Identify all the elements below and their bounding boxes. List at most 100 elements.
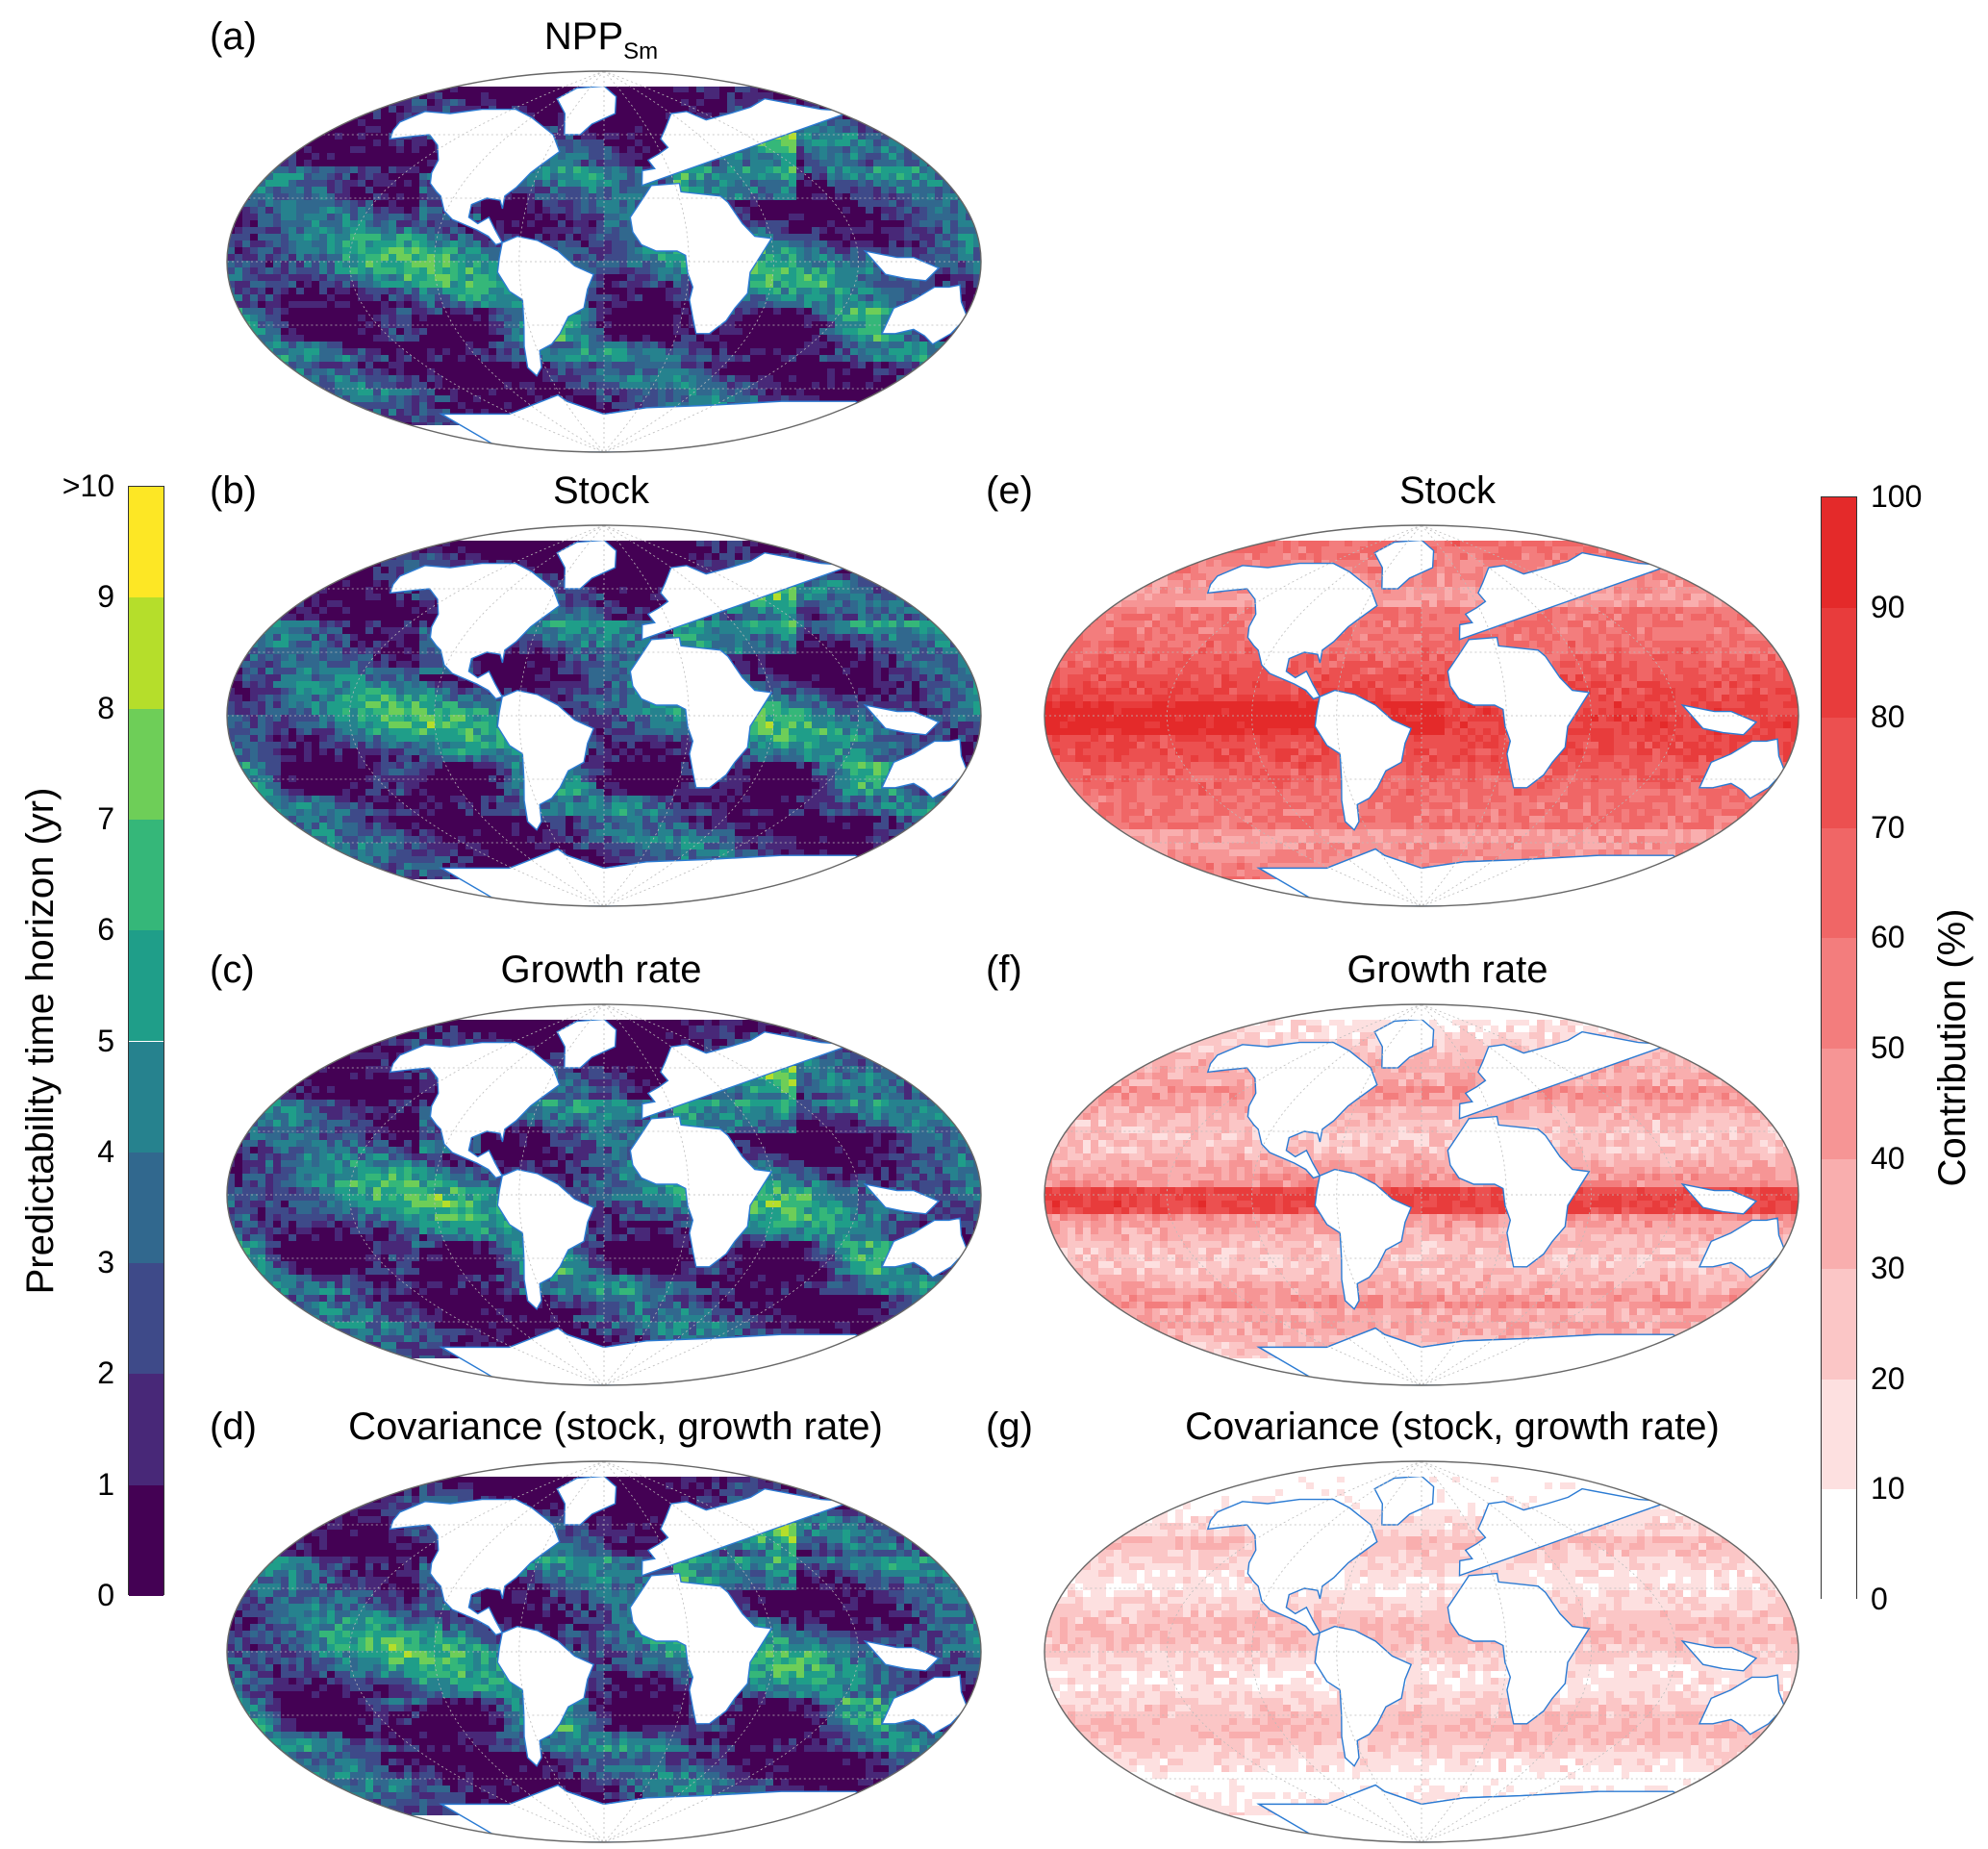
colorbar-segment	[129, 819, 164, 931]
land-eurasia	[641, 1030, 852, 1120]
map-frame	[1044, 524, 1799, 907]
colorbar-tick-label: 3	[97, 1247, 114, 1278]
colorbar-tick-label: 4	[97, 1136, 114, 1167]
panel-title-b: Stock	[216, 471, 986, 510]
land-eurasia	[641, 97, 852, 187]
land-eurasia	[1458, 1487, 1670, 1577]
land-indonesia	[863, 249, 941, 282]
colorbar-predictability-label: Predictability time horizon (yr)	[19, 788, 62, 1295]
colorbar-tick-label: 10	[1871, 1473, 1905, 1504]
land-africa	[1447, 1572, 1591, 1725]
panel-label-b: (b)	[210, 471, 257, 510]
colorbar-tick-label: 2	[97, 1357, 114, 1388]
colorbar-tick-label: 5	[97, 1026, 114, 1056]
graticule	[1044, 1003, 1799, 1386]
map-panel-f	[1044, 1003, 1799, 1386]
land-indonesia	[863, 1639, 941, 1672]
graticule	[1044, 1460, 1799, 1843]
land-africa	[1447, 1115, 1591, 1268]
colorbar-tick-label: 100	[1871, 481, 1922, 512]
colorbar-tick-label: 30	[1871, 1253, 1905, 1283]
panel-title-c: Growth rate	[216, 950, 986, 989]
colorbar-tick-label: >10	[63, 470, 114, 501]
land-northAmerica	[389, 1041, 561, 1179]
map-panel-g	[1044, 1460, 1799, 1843]
colorbar-tick-label: 0	[1871, 1583, 1888, 1614]
colorbar-tick-label: 70	[1871, 812, 1905, 843]
colorbar-segment	[1822, 827, 1856, 939]
land-indonesia	[1680, 1182, 1758, 1215]
colorbar-tick-label: 20	[1871, 1363, 1905, 1394]
panel-title-e: Stock	[1063, 471, 1832, 510]
land-southAmerica	[1314, 1168, 1413, 1310]
land-eurasia	[1458, 1030, 1670, 1120]
land-eurasia	[641, 1487, 852, 1577]
panel-title-a-sub: Sm	[623, 38, 658, 64]
colorbar-predictability	[128, 486, 164, 1596]
panel-label-d: (d)	[210, 1407, 257, 1446]
colorbar-segment	[129, 1374, 164, 1485]
graticule	[1044, 524, 1799, 907]
colorbar-segment	[1822, 1379, 1856, 1490]
colorbar-segment	[1822, 1269, 1856, 1380]
colorbar-contribution	[1821, 496, 1857, 1600]
land-africa	[629, 1115, 773, 1268]
land-africa	[629, 1572, 773, 1725]
map-frame	[1044, 1003, 1799, 1386]
colorbar-tick-label: 9	[97, 581, 114, 612]
land-northAmerica	[1206, 1041, 1378, 1179]
colorbar-tick-label: 90	[1871, 592, 1905, 622]
land-indonesia	[1680, 703, 1758, 736]
map-panel-d	[226, 1460, 982, 1843]
land-greenland	[556, 1475, 617, 1526]
land-greenland	[1373, 539, 1435, 590]
panel-label-a: (a)	[210, 17, 257, 56]
panel-label-f: (f)	[986, 950, 1022, 989]
graticule	[227, 1460, 981, 1843]
colorbar-contribution-label: Contribution (%)	[1931, 908, 1974, 1186]
graticule	[227, 524, 981, 907]
land-northAmerica	[389, 562, 561, 700]
colorbar-segment	[1822, 1049, 1856, 1159]
colorbar-segment	[1822, 938, 1856, 1049]
map-frame	[1044, 1460, 1799, 1843]
colorbar-tick-label: 1	[97, 1469, 114, 1500]
land-eurasia	[1458, 551, 1670, 641]
land-africa	[629, 182, 773, 335]
land-africa	[1447, 636, 1591, 789]
map-frame	[226, 1003, 982, 1386]
colorbar-segment	[1822, 1158, 1856, 1270]
land-indonesia	[1680, 1639, 1758, 1672]
colorbar-segment	[1822, 607, 1856, 719]
colorbar-segment	[1822, 718, 1856, 828]
colorbar-tick-label: 80	[1871, 701, 1905, 732]
land-southAmerica	[1314, 689, 1413, 831]
land-greenland	[1373, 1018, 1435, 1069]
colorbar-segment	[1822, 497, 1856, 608]
map-panel-e	[1044, 524, 1799, 907]
land-southAmerica	[496, 689, 595, 831]
land-northAmerica	[389, 1498, 561, 1636]
panel-title-g: Covariance (stock, growth rate)	[1068, 1407, 1837, 1446]
land-southAmerica	[1314, 1625, 1413, 1767]
graticule	[227, 1003, 981, 1386]
land-africa	[629, 636, 773, 789]
land-greenland	[556, 1018, 617, 1069]
panel-label-g: (g)	[986, 1407, 1033, 1446]
map-panel-c	[226, 1003, 982, 1386]
colorbar-segment	[129, 1041, 164, 1152]
map-frame	[226, 1460, 982, 1843]
panel-label-c: (c)	[210, 950, 255, 989]
land-northAmerica	[389, 108, 561, 246]
panel-label-e: (e)	[986, 471, 1033, 510]
colorbar-segment	[1822, 1489, 1856, 1600]
map-frame	[226, 524, 982, 907]
colorbar-segment	[129, 597, 164, 709]
colorbar-tick-label: 6	[97, 914, 114, 945]
land-northAmerica	[1206, 562, 1378, 700]
land-northAmerica	[1206, 1498, 1378, 1636]
land-indonesia	[863, 1182, 941, 1215]
colorbar-segment	[129, 1484, 164, 1596]
colorbar-tick-label: 50	[1871, 1032, 1905, 1063]
colorbar-segment	[129, 1263, 164, 1375]
